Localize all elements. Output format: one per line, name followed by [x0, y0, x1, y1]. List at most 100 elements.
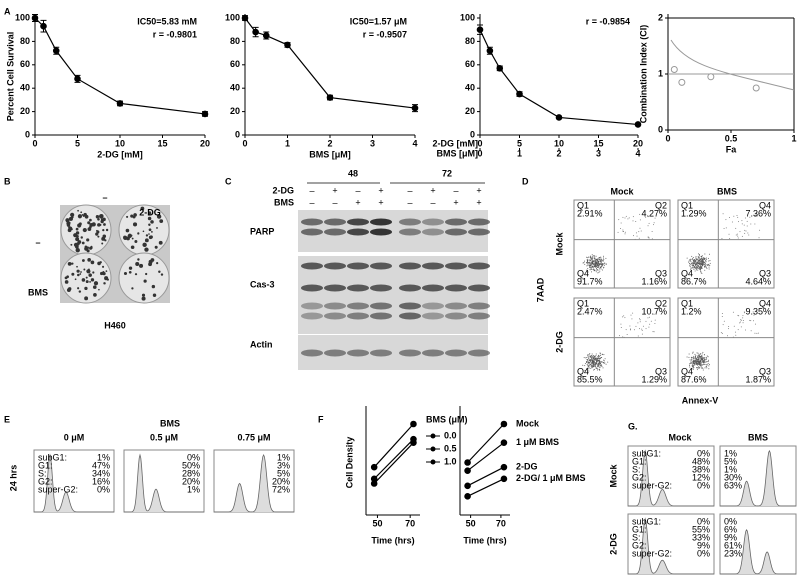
event [639, 321, 641, 323]
event [703, 357, 705, 359]
phase-percent: 1% [277, 452, 290, 462]
event [698, 260, 700, 262]
event [635, 325, 637, 327]
event [594, 265, 596, 267]
event [692, 366, 694, 368]
colony [137, 232, 140, 235]
annotation: IC50=5.83 mM [137, 16, 197, 26]
event [598, 354, 600, 356]
event [592, 358, 594, 360]
colony [139, 263, 144, 268]
event [750, 320, 752, 322]
event [696, 366, 698, 368]
event [590, 356, 592, 358]
event [622, 229, 624, 231]
quadrant-percent: 1.16% [641, 276, 667, 286]
event [727, 328, 729, 330]
colony [87, 227, 92, 231]
event [701, 259, 703, 261]
histogram [124, 453, 204, 513]
x2-tick-label: 4 [635, 148, 640, 158]
event [700, 363, 702, 365]
event [740, 319, 742, 321]
y-axis-label: 7AAD [535, 277, 545, 302]
x2-axis-label: BMS [μM] [437, 148, 479, 158]
colony [89, 218, 92, 222]
event [693, 263, 695, 265]
event [700, 272, 702, 274]
event [605, 263, 607, 265]
y-tick-label: 2 [658, 12, 663, 22]
event [598, 258, 600, 260]
event [584, 369, 586, 371]
phase-label: G1: [632, 524, 647, 534]
event [691, 358, 693, 360]
data-point [634, 121, 642, 128]
event [701, 256, 703, 258]
event [601, 264, 603, 266]
event [744, 217, 746, 219]
event [736, 214, 738, 216]
event [704, 263, 706, 265]
phase-percent: 55% [692, 524, 710, 534]
event [692, 365, 694, 367]
event [705, 366, 707, 368]
band [445, 228, 467, 236]
band [370, 262, 392, 270]
event [699, 353, 701, 355]
event [740, 326, 742, 328]
quadrant-percent: 1.29% [681, 208, 707, 218]
event [758, 237, 760, 239]
event [697, 358, 699, 360]
event [698, 267, 700, 269]
histogram [720, 529, 796, 575]
event [626, 334, 628, 336]
event [598, 360, 600, 362]
event [596, 262, 598, 264]
quadrant-percent: 85.5% [577, 374, 603, 384]
colony [103, 282, 106, 285]
event [598, 368, 600, 370]
event [593, 366, 595, 368]
event [593, 355, 595, 357]
event [600, 263, 602, 265]
event [737, 329, 739, 331]
event [701, 359, 703, 361]
colony [76, 269, 80, 273]
event [588, 366, 590, 368]
event [694, 261, 696, 263]
event [698, 361, 700, 363]
data-point [252, 28, 259, 36]
event [699, 255, 701, 257]
colony [156, 227, 158, 229]
band [301, 284, 323, 292]
colony [88, 273, 92, 277]
event [693, 260, 695, 262]
event [599, 352, 601, 354]
event [707, 356, 709, 358]
event [603, 360, 605, 362]
event [696, 261, 698, 263]
band [347, 262, 369, 270]
event [694, 262, 696, 264]
event [651, 230, 653, 232]
event [587, 359, 589, 361]
colony [137, 258, 140, 261]
colony [77, 209, 79, 212]
event [696, 362, 698, 364]
event [699, 356, 701, 358]
phase-percent: 50% [182, 460, 200, 470]
event [587, 271, 589, 273]
event [593, 261, 595, 263]
colony [132, 222, 138, 227]
colony [64, 280, 69, 284]
event [706, 358, 708, 360]
event [707, 362, 709, 364]
phase-percent: 9% [724, 532, 737, 542]
panel-label: E [4, 414, 10, 424]
legend-label: 0.5 [444, 443, 457, 453]
column-label: 2-DG [139, 207, 161, 217]
phase-percent: 9% [697, 540, 710, 550]
y-tick-label: 100 [15, 12, 30, 22]
event [695, 356, 697, 358]
